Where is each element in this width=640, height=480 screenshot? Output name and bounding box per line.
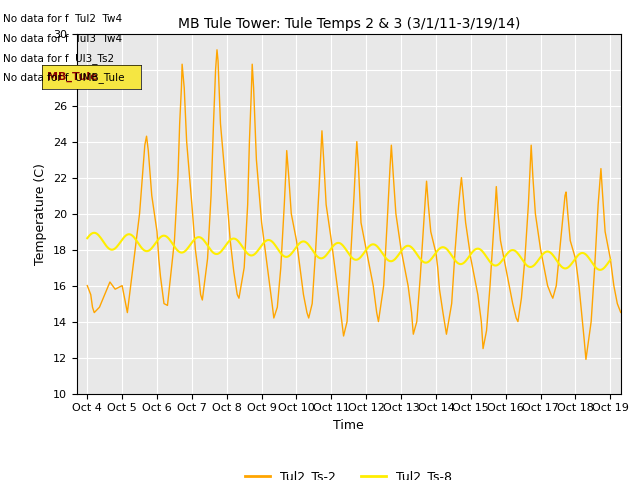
Text: No data for f  UMB_Tule: No data for f UMB_Tule bbox=[3, 72, 125, 83]
Tul2_Ts-2 bbox=[160, 300, 168, 306]
Tul2_Ts-8 bbox=[336, 240, 344, 246]
Tul2_Ts-2 bbox=[343, 319, 351, 324]
Tul2_Ts-8 bbox=[596, 267, 604, 273]
Text: No data for f  Ul3_Ts2: No data for f Ul3_Ts2 bbox=[3, 53, 115, 64]
Line: Tul2_Ts-2: Tul2_Ts-2 bbox=[87, 50, 628, 360]
Text: No data for f  Tul3  Tw4: No data for f Tul3 Tw4 bbox=[3, 34, 122, 44]
Tul2_Ts-2 bbox=[265, 274, 273, 279]
Tul2_Ts-8 bbox=[91, 230, 99, 236]
Tul2_Ts-8 bbox=[513, 250, 521, 255]
Tul2_Ts-2 bbox=[230, 268, 237, 274]
Tul2_Ts-8 bbox=[367, 242, 375, 248]
Text: MB_Tule: MB_Tule bbox=[47, 72, 97, 82]
Tul2_Ts-8 bbox=[83, 235, 91, 241]
Tul2_Ts-8 bbox=[607, 257, 614, 263]
Legend: Tul2_Ts-2, Tul2_Ts-8: Tul2_Ts-2, Tul2_Ts-8 bbox=[241, 465, 457, 480]
Tul2_Ts-2 bbox=[83, 283, 91, 288]
Tul2_Ts-8 bbox=[396, 251, 403, 256]
Tul2_Ts-2 bbox=[213, 47, 221, 53]
Title: MB Tule Tower: Tule Temps 2 & 3 (3/1/11-3/19/14): MB Tule Tower: Tule Temps 2 & 3 (3/1/11-… bbox=[178, 17, 520, 31]
Tul2_Ts-2 bbox=[366, 264, 374, 270]
Y-axis label: Temperature (C): Temperature (C) bbox=[35, 163, 47, 264]
Tul2_Ts-2 bbox=[582, 357, 590, 362]
Line: Tul2_Ts-8: Tul2_Ts-8 bbox=[87, 233, 611, 270]
Tul2_Ts-8 bbox=[333, 240, 340, 246]
Text: No data for f  Tul2  Tw4: No data for f Tul2 Tw4 bbox=[3, 14, 122, 24]
Tul2_Ts-8 bbox=[595, 267, 603, 273]
X-axis label: Time: Time bbox=[333, 419, 364, 432]
Tul2_Ts-2 bbox=[258, 220, 266, 226]
Tul2_Ts-2 bbox=[624, 310, 632, 315]
